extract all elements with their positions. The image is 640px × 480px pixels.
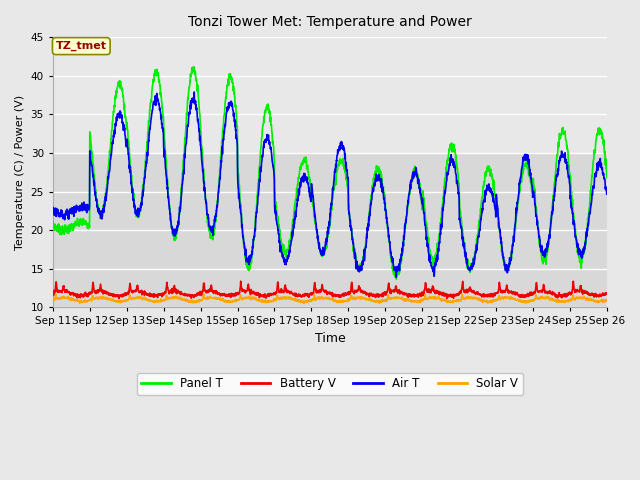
Solar V: [358, 294, 366, 300]
Air T: [191, 89, 198, 95]
Panel T: [358, 261, 366, 266]
Bar: [53, 153, 607, 307]
Title: Tonzi Tower Met: Temperature and Power: Tonzi Tower Met: Temperature and Power: [188, 15, 472, 29]
Line: Panel T: Panel T: [53, 67, 607, 279]
Y-axis label: Temperature (C) / Power (V): Temperature (C) / Power (V): [15, 95, 25, 250]
Battery V: [492, 291, 499, 297]
Panel T: [603, 175, 611, 180]
Air T: [204, 212, 211, 218]
Battery V: [346, 290, 354, 296]
Solar V: [492, 297, 499, 303]
Panel T: [49, 218, 57, 224]
Battery V: [49, 291, 57, 297]
Solar V: [458, 291, 466, 297]
Solar V: [603, 298, 611, 304]
Battery V: [204, 289, 211, 295]
Air T: [555, 168, 563, 174]
Battery V: [358, 288, 366, 294]
Panel T: [492, 192, 499, 198]
Air T: [492, 206, 499, 212]
Bar: [53, 37, 607, 153]
Air T: [392, 274, 400, 280]
Line: Air T: Air T: [53, 92, 607, 277]
Panel T: [393, 276, 401, 282]
X-axis label: Time: Time: [314, 332, 345, 345]
Solar V: [300, 300, 308, 306]
Line: Battery V: Battery V: [53, 281, 607, 299]
Solar V: [570, 296, 578, 302]
Air T: [358, 259, 366, 265]
Panel T: [555, 139, 563, 145]
Panel T: [570, 214, 578, 219]
Air T: [603, 190, 611, 196]
Battery V: [570, 283, 578, 289]
Battery V: [555, 293, 563, 299]
Solar V: [346, 296, 354, 302]
Solar V: [49, 297, 57, 302]
Panel T: [190, 64, 198, 70]
Air T: [346, 217, 354, 223]
Air T: [49, 204, 57, 210]
Battery V: [237, 278, 244, 284]
Panel T: [346, 216, 354, 222]
Solar V: [555, 298, 563, 304]
Air T: [570, 221, 578, 227]
Solar V: [204, 294, 211, 300]
Legend: Panel T, Battery V, Air T, Solar V: Panel T, Battery V, Air T, Solar V: [137, 372, 523, 395]
Panel T: [204, 220, 211, 226]
Text: TZ_tmet: TZ_tmet: [56, 41, 107, 51]
Battery V: [603, 291, 611, 297]
Line: Solar V: Solar V: [53, 294, 607, 303]
Battery V: [115, 296, 123, 301]
